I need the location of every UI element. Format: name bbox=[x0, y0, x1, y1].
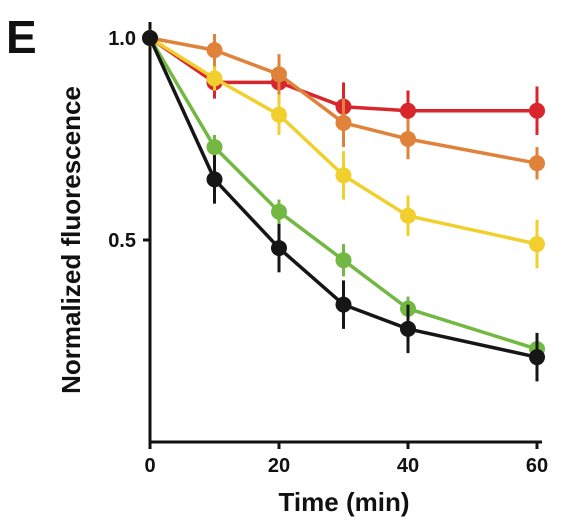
data-point bbox=[400, 131, 416, 147]
x-axis-label: Time (min) bbox=[279, 487, 410, 517]
series-line bbox=[149, 36, 537, 113]
data-point bbox=[206, 70, 223, 87]
x-tick-label: 40 bbox=[397, 455, 419, 477]
data-point bbox=[335, 252, 352, 269]
panel-label: E bbox=[6, 11, 37, 63]
data-point bbox=[400, 320, 416, 337]
series-layer bbox=[142, 29, 545, 382]
data-point bbox=[529, 349, 545, 366]
data-point bbox=[529, 236, 545, 253]
data-point bbox=[529, 155, 545, 172]
series-2 bbox=[142, 29, 545, 180]
series-5 bbox=[142, 29, 545, 382]
data-point bbox=[142, 30, 158, 46]
data-point bbox=[335, 296, 352, 313]
data-point bbox=[529, 102, 545, 119]
data-point bbox=[271, 240, 287, 257]
series-line bbox=[148, 37, 538, 351]
y-tick-label: 0.5 bbox=[108, 230, 136, 252]
x-tick-label: 0 bbox=[144, 455, 155, 477]
data-point bbox=[206, 42, 223, 59]
data-point bbox=[335, 114, 352, 131]
series-line bbox=[149, 36, 538, 165]
series-line bbox=[149, 36, 538, 246]
data-point bbox=[271, 66, 287, 83]
data-point bbox=[206, 139, 223, 156]
series-line bbox=[148, 37, 538, 359]
data-point bbox=[335, 167, 352, 184]
axes: 0 20 40 60 0.5 1.0 bbox=[108, 22, 548, 477]
y-axis-label: Normalized fluorescence bbox=[56, 86, 86, 394]
y-tick-label: 1.0 bbox=[108, 28, 136, 50]
data-point bbox=[206, 171, 223, 188]
data-point bbox=[271, 106, 287, 123]
data-point bbox=[400, 102, 416, 119]
x-tick-label: 60 bbox=[526, 455, 548, 477]
x-tick-label: 20 bbox=[268, 455, 290, 477]
data-point bbox=[400, 207, 416, 224]
data-point bbox=[271, 203, 287, 220]
series-3 bbox=[142, 29, 545, 269]
